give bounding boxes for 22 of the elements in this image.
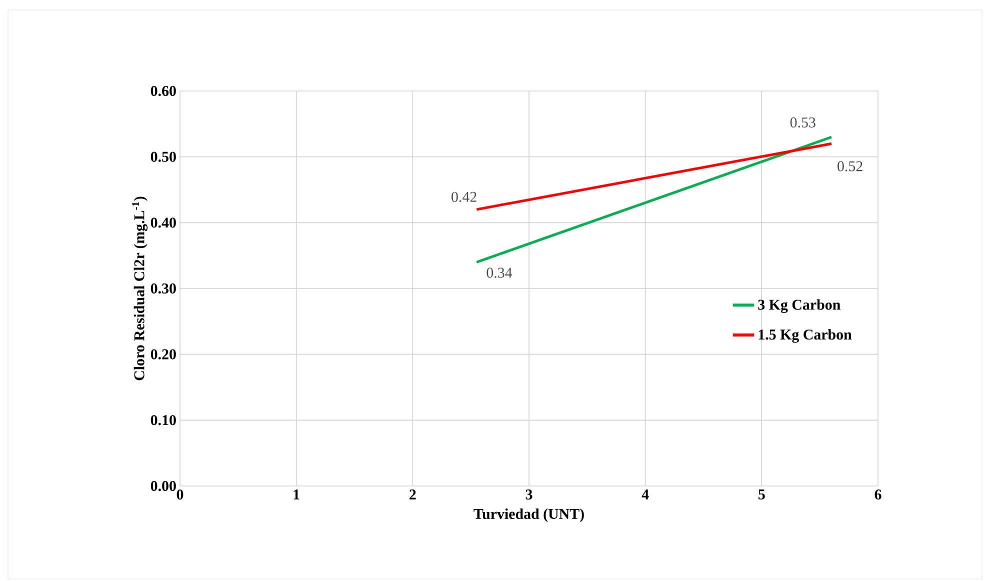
y-tick-label: 0.50 — [150, 152, 176, 162]
y-tick-label: 0.60 — [150, 86, 176, 96]
x-tick-label: 2 — [410, 490, 416, 500]
legend-label: 1.5 Kg Carbon — [758, 329, 852, 343]
x-axis-title: Turviedad (UNT) — [474, 508, 584, 522]
legend-label: 3 Kg Carbon — [758, 299, 840, 313]
y-tick-label: 0.00 — [150, 480, 176, 492]
data-label: 0.52 — [838, 161, 862, 172]
x-tick-label: 6 — [874, 490, 882, 500]
x-tick-label: 1 — [294, 490, 300, 500]
data-label: 0.42 — [452, 192, 476, 202]
x-tick-label: 4 — [642, 490, 649, 500]
data-label: 0.34 — [486, 268, 512, 278]
y-tick-label: 0.20 — [150, 349, 176, 360]
data-label: 0.53 — [790, 117, 816, 128]
x-tick-label: 0 — [176, 490, 184, 500]
x-tick-label: 3 — [526, 490, 532, 500]
y-tick-label: 0.10 — [150, 415, 176, 426]
y-axis-title: Cloro Residual Cl2r (mg.L$^{-1}$) — [132, 196, 148, 380]
y-tick-label: 0.40 — [150, 218, 176, 228]
x-tick-label: 5 — [758, 490, 765, 500]
y-tick-label: 0.30 — [150, 283, 176, 294]
